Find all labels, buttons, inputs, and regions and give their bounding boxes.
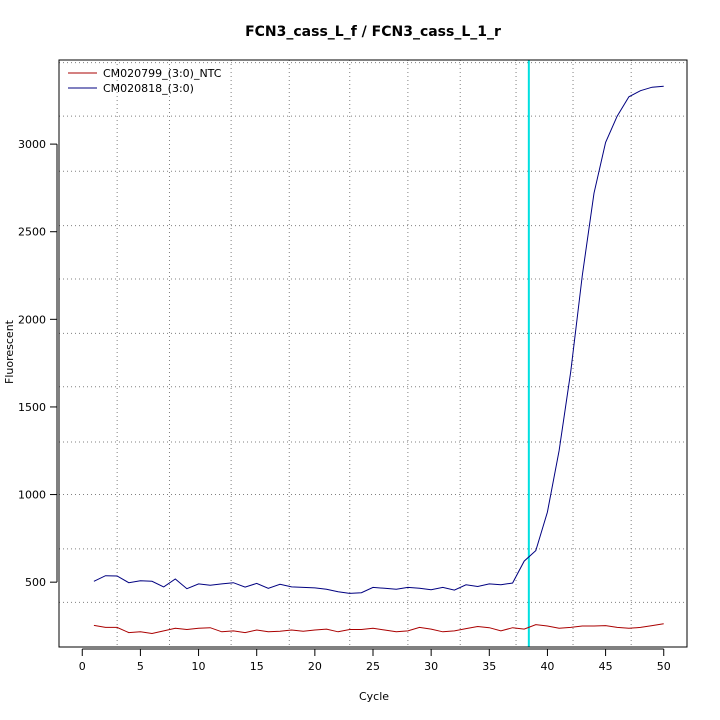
y-tick-label-2: 1500 (18, 401, 46, 414)
legend-label-0: CM020799_(3:0)_NTC (103, 67, 222, 80)
x-tick-label-1: 5 (137, 660, 144, 673)
x-tick-label-6: 30 (424, 660, 438, 673)
grid-lines (58, 60, 687, 647)
x-axis-label: Cycle (359, 690, 389, 703)
y-tick-label-5: 3000 (18, 138, 46, 151)
series-layer (93, 85, 664, 635)
y-axis-label: Fluorescent (3, 319, 16, 384)
y-axis: 500 1000 1500 2000 2500 3000 (18, 138, 58, 589)
x-tick-label-9: 45 (599, 660, 613, 673)
x-tick-label-4: 20 (308, 660, 322, 673)
y-tick-label-4: 2500 (18, 226, 46, 239)
x-tick-label-8: 40 (540, 660, 554, 673)
y-tick-label-3: 2000 (18, 313, 46, 326)
legend-label-1: CM020818_(3:0) (103, 82, 194, 95)
x-tick-label-0: 0 (79, 660, 86, 673)
x-tick-label-10: 50 (657, 660, 671, 673)
x-tick-label-7: 35 (482, 660, 496, 673)
series-line-0 (93, 623, 664, 635)
x-tick-label-5: 25 (366, 660, 380, 673)
x-axis: 0 5 10 15 20 25 30 35 40 45 50 (79, 648, 671, 673)
y-tick-label-0: 500 (25, 576, 46, 589)
y-tick-label-1: 1000 (18, 489, 46, 502)
legend: CM020799_(3:0)_NTC CM020818_(3:0) (68, 67, 222, 95)
plot-frame (58, 59, 688, 648)
chart-title: FCN3_cass_L_f / FCN3_cass_L_1_r (245, 24, 501, 40)
x-tick-label-2: 10 (192, 660, 206, 673)
series-line-1 (93, 85, 664, 594)
x-tick-label-3: 15 (250, 660, 264, 673)
